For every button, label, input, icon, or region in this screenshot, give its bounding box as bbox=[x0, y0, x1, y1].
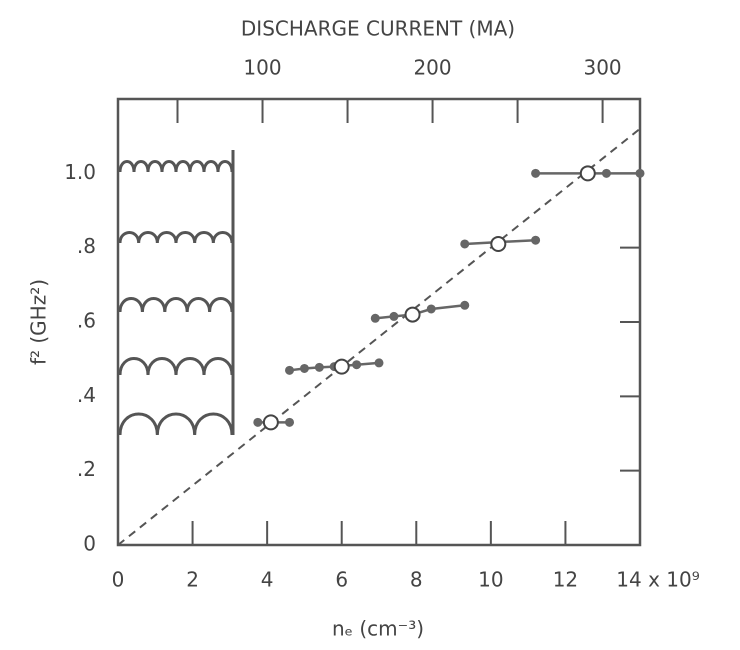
y-tick-label: 1.0 bbox=[64, 160, 96, 184]
x2-tick-label: 200 bbox=[413, 56, 451, 80]
filled-point bbox=[299, 363, 309, 373]
x-tick-label: 10 bbox=[478, 568, 503, 592]
filled-point bbox=[601, 168, 611, 178]
filled-point bbox=[314, 362, 324, 372]
inset-waveform bbox=[118, 357, 234, 376]
filled-point bbox=[352, 360, 362, 370]
inset-waveform bbox=[118, 297, 234, 313]
filled-point bbox=[531, 235, 541, 245]
filled-point bbox=[389, 311, 399, 321]
x-tick-label: 14 x 10⁹ bbox=[616, 568, 699, 592]
x-tick-label: 4 bbox=[261, 568, 274, 592]
x-axis-label: nₑ (cm⁻³) bbox=[332, 617, 424, 641]
open-point bbox=[333, 358, 350, 375]
filled-point bbox=[285, 417, 295, 427]
open-point bbox=[262, 414, 279, 431]
filled-point bbox=[253, 417, 263, 427]
fit-line bbox=[117, 127, 641, 546]
filled-point bbox=[460, 300, 470, 310]
x2-tick-label: 100 bbox=[243, 56, 281, 80]
y-tick-label: .4 bbox=[77, 383, 96, 407]
filled-point bbox=[635, 168, 645, 178]
filled-point bbox=[370, 313, 380, 323]
y-tick-label: 0 bbox=[83, 532, 96, 556]
open-point bbox=[404, 306, 421, 323]
x-tick-label: 8 bbox=[410, 568, 423, 592]
x-tick-label: 0 bbox=[112, 568, 125, 592]
open-point bbox=[579, 165, 596, 182]
filled-point bbox=[374, 358, 384, 368]
inset-waveform bbox=[118, 231, 234, 244]
y-tick-label: .8 bbox=[77, 234, 96, 258]
x-tick-label: 12 bbox=[553, 568, 578, 592]
x-tick-label: 6 bbox=[335, 568, 348, 592]
y-tick-label: .2 bbox=[77, 457, 96, 481]
inset-waveform bbox=[118, 160, 234, 173]
inset-waveform bbox=[118, 412, 234, 436]
y-tick-label: .6 bbox=[77, 309, 96, 333]
open-point bbox=[490, 235, 507, 252]
plot-frame bbox=[116, 97, 642, 547]
filled-point bbox=[285, 365, 295, 375]
filled-point bbox=[460, 239, 470, 249]
filled-point bbox=[426, 304, 436, 314]
x2-tick-label: 300 bbox=[583, 56, 621, 80]
x-tick-label: 2 bbox=[186, 568, 199, 592]
filled-point bbox=[531, 168, 541, 178]
x2-axis-label: DISCHARGE CURRENT (MA) bbox=[241, 17, 515, 41]
y-axis-label: f² (GHz²) bbox=[27, 279, 51, 365]
